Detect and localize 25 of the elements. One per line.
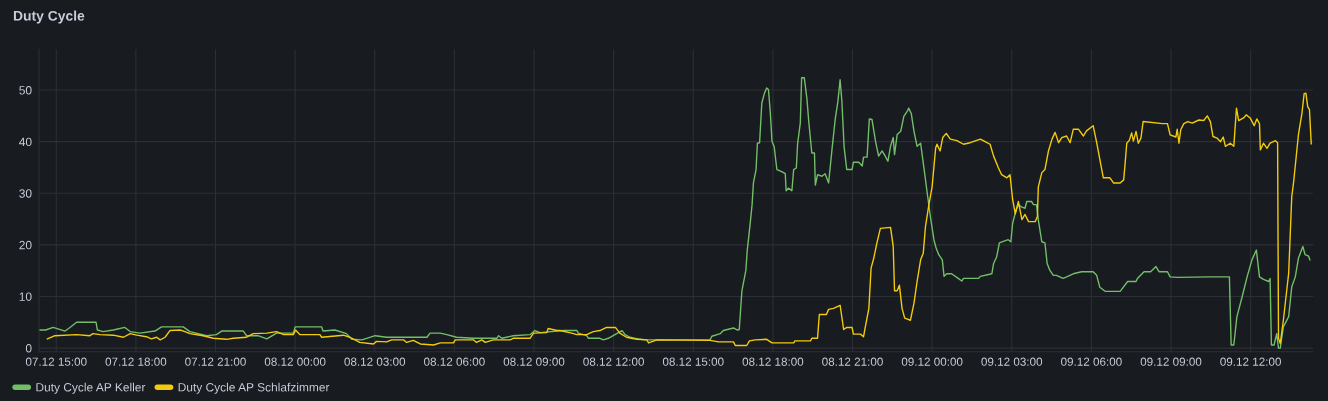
x-tick-label: 09.12 00:00 [901, 357, 963, 366]
x-tick-label: 08.12 00:00 [264, 357, 326, 366]
x-tick-label: 08.12 15:00 [662, 357, 724, 366]
y-tick-label: 30 [19, 189, 32, 198]
x-tick-label: 07.12 18:00 [105, 357, 167, 366]
y-tick-label: 10 [19, 292, 32, 301]
x-tick-label: 07.12 21:00 [185, 357, 246, 366]
x-tick-label: 08.12 09:00 [503, 357, 565, 366]
x-tick-label: 08.12 03:00 [344, 357, 406, 366]
x-tick-label: 08.12 18:00 [742, 357, 804, 366]
legend-label: Duty Cycle AP Schlafzimmer [178, 382, 330, 394]
x-tick-label: 07.12 15:00 [25, 357, 87, 366]
x-tick-label: 08.12 21:00 [822, 357, 883, 366]
chart-title: Duty Cycle [13, 10, 85, 24]
x-tick-label: 09.12 03:00 [981, 357, 1043, 366]
x-tick-label: 09.12 06:00 [1061, 357, 1122, 366]
legend-label: Duty Cycle AP Keller [36, 382, 146, 394]
y-tick-label: 20 [19, 240, 32, 250]
x-tick-label: 08.12 12:00 [583, 357, 644, 366]
y-tick-label: 50 [19, 86, 32, 95]
x-tick-label: 09.12 12:00 [1220, 357, 1281, 366]
y-tick-label: 40 [19, 137, 32, 147]
y-tick-label: 0 [25, 344, 32, 353]
x-tick-label: 08.12 06:00 [424, 357, 485, 366]
x-tick-label: 09.12 09:00 [1140, 357, 1202, 366]
